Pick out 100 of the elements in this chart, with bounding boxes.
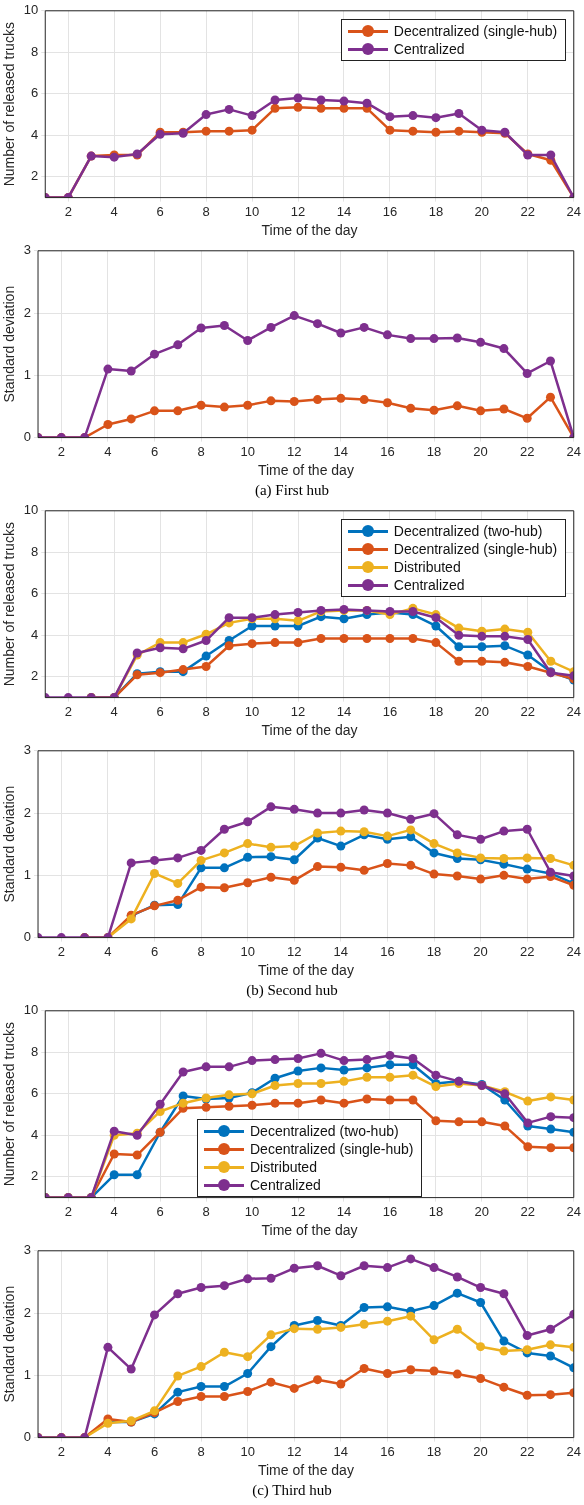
legend-label: Decentralized (two-hub) [393, 522, 543, 539]
x-tick-label: 20 [473, 1443, 488, 1459]
point [173, 895, 183, 905]
y-tick-label: 3 [23, 1242, 32, 1258]
point [500, 657, 510, 667]
point [293, 93, 303, 103]
point [173, 1396, 183, 1406]
x-tick-label: 2 [57, 443, 65, 459]
point [476, 834, 486, 844]
x-tick-label: 24 [566, 1203, 581, 1219]
x-tick-label: 10 [240, 1443, 255, 1459]
point [336, 808, 346, 818]
x-tick-label: 6 [156, 1203, 164, 1219]
point [293, 1054, 303, 1064]
point [499, 870, 509, 880]
point [173, 1371, 183, 1381]
point [270, 1055, 280, 1065]
point [476, 337, 486, 347]
point [406, 825, 416, 835]
point [408, 1095, 418, 1105]
point [201, 1062, 211, 1072]
point [313, 1375, 323, 1385]
point [270, 610, 280, 620]
point [243, 817, 253, 827]
y-tick-label: 6 [31, 85, 39, 101]
point [522, 368, 532, 378]
y-axis-title: Standard deviation [1, 285, 18, 403]
x-tick-label: 16 [382, 703, 398, 719]
point [385, 1095, 395, 1105]
point [359, 1302, 369, 1312]
point [499, 344, 509, 354]
point [339, 1098, 349, 1108]
point [196, 1382, 206, 1392]
point [362, 1072, 372, 1082]
point [201, 661, 211, 671]
point [499, 1346, 509, 1356]
point [476, 406, 486, 416]
point [126, 1364, 136, 1374]
point [103, 364, 113, 374]
x-tick-label: 24 [566, 703, 581, 719]
point [429, 1335, 439, 1345]
point [408, 633, 418, 643]
point [243, 1387, 253, 1397]
point [173, 340, 183, 350]
point [313, 808, 323, 818]
point [408, 111, 418, 121]
point [382, 1316, 392, 1326]
point [178, 1067, 188, 1077]
x-tick-label: 18 [426, 1443, 442, 1459]
point [266, 322, 276, 332]
point [523, 1142, 533, 1152]
y-tick-label: 0 [23, 429, 32, 445]
point [500, 641, 510, 651]
point [316, 633, 326, 643]
point [293, 1098, 303, 1108]
point [408, 1070, 418, 1080]
point [362, 1055, 372, 1065]
point [196, 1392, 206, 1401]
point [243, 852, 253, 862]
point [266, 852, 276, 862]
x-tick-label: 18 [426, 943, 442, 959]
legend-label: Distributed [250, 1158, 317, 1175]
point [266, 1273, 276, 1283]
point [247, 125, 257, 135]
x-tick-label: 14 [333, 443, 349, 459]
point [429, 1263, 439, 1273]
x-tick-label: 8 [197, 443, 205, 459]
x-tick-label: 8 [197, 943, 205, 959]
point [546, 656, 556, 666]
y-tick-label: 0 [23, 1429, 32, 1445]
point [289, 875, 299, 885]
point [429, 809, 439, 819]
point [406, 1365, 416, 1375]
point [454, 109, 464, 119]
point [523, 650, 533, 660]
x-tick-label: 6 [150, 943, 159, 959]
point [313, 828, 323, 838]
y-axis-title: Number of released trucks [1, 22, 18, 187]
point [546, 1143, 556, 1153]
point [429, 848, 439, 858]
x-tick-label: 4 [110, 1203, 118, 1219]
x-tick-label: 12 [290, 203, 306, 219]
point [266, 802, 276, 812]
point [339, 614, 349, 624]
x-axis-title: Time of the day [261, 222, 358, 239]
point [499, 854, 509, 864]
point [499, 1382, 509, 1392]
point [545, 1351, 555, 1361]
point [452, 1272, 462, 1282]
point [201, 1102, 211, 1112]
x-tick-label: 18 [428, 703, 444, 719]
point [155, 643, 165, 653]
x-tick-label: 12 [287, 943, 302, 959]
point [500, 631, 510, 641]
point [545, 1324, 555, 1334]
point [522, 413, 532, 423]
point [477, 656, 487, 666]
point [150, 855, 159, 865]
point [336, 1379, 346, 1389]
point [289, 311, 299, 321]
